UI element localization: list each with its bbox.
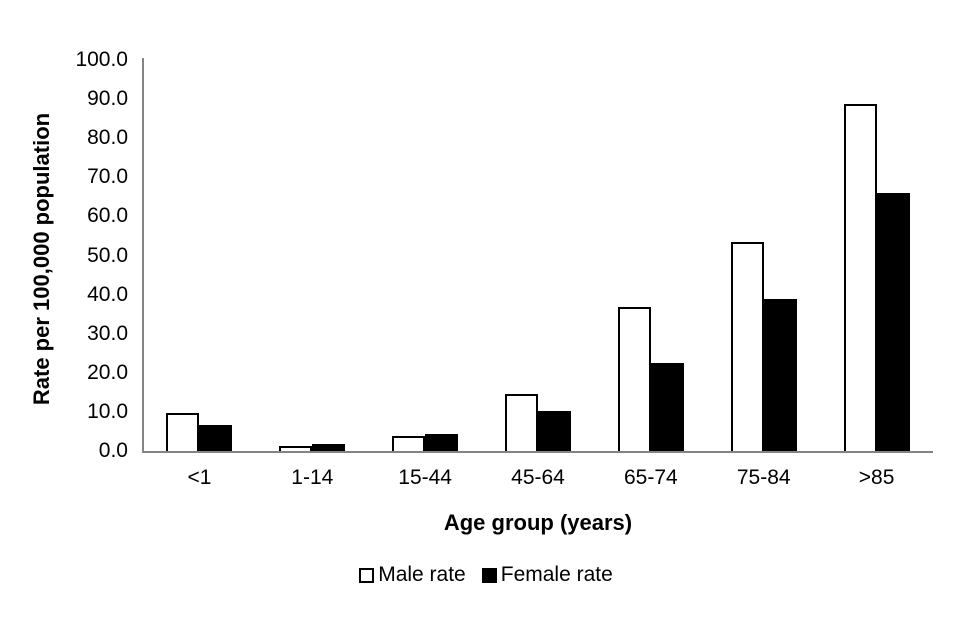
- bar-female-rate: [763, 298, 797, 451]
- y-tick-label: 30.0: [87, 321, 128, 345]
- legend-item-female-rate: Female rate: [481, 562, 613, 588]
- legend: Male rate Female rate: [0, 562, 960, 588]
- bar-female-rate: [199, 425, 233, 451]
- legend-item-male-rate: Male rate: [359, 562, 466, 588]
- x-tick-label: 75-84: [736, 466, 791, 489]
- bar-group: [369, 60, 482, 451]
- y-tick-label: 50.0: [87, 243, 128, 267]
- legend-label: Female rate: [500, 563, 613, 586]
- bar-male-rate: [843, 104, 877, 451]
- y-tick-label: 90.0: [87, 87, 128, 111]
- x-tick-label: 65-74: [624, 466, 678, 489]
- y-tick-label: 80.0: [87, 126, 128, 150]
- bar-male-rate: [617, 306, 651, 451]
- x-axis-tick-labels: <1 1-14 15-44 45-64 65-74 75-84 >85: [143, 465, 933, 491]
- bar-group: [594, 60, 707, 451]
- bar-female-rate: [312, 444, 346, 451]
- y-axis-line: [142, 58, 144, 453]
- bar-male-rate: [392, 435, 426, 451]
- x-tick-label: <1: [187, 466, 212, 489]
- y-tick-label: 70.0: [87, 165, 128, 189]
- legend-swatch-icon: [359, 567, 375, 583]
- bar-male-rate: [166, 412, 200, 451]
- bar-female-rate: [876, 192, 910, 451]
- bar-female-rate: [538, 410, 571, 451]
- bar-female-rate: [425, 433, 459, 451]
- bar-male-rate: [505, 393, 538, 451]
- x-tick-label: 45-64: [511, 466, 565, 489]
- x-axis-title: Age group (years): [443, 510, 633, 535]
- y-tick-label: 60.0: [87, 204, 128, 228]
- y-tick-label: 100.0: [75, 48, 128, 71]
- y-tick-label: 40.0: [87, 282, 128, 306]
- bar-group: [482, 60, 595, 451]
- x-tick-label: >85: [858, 466, 895, 489]
- plot-area: [143, 60, 933, 451]
- x-tick-label: 15-44: [398, 466, 452, 489]
- bar-male-rate: [279, 445, 313, 451]
- legend-label: Male rate: [378, 563, 466, 586]
- legend-swatch-icon: [481, 567, 497, 583]
- y-axis-tick-labels: 100.0 90.0 80.0 70.0 60.0 50.0 40.0 30.0 20.0 10.…: [0, 48, 128, 462]
- bar-female-rate: [650, 363, 684, 451]
- x-tick-label: 1-14: [291, 466, 334, 489]
- bar-group: [143, 60, 256, 451]
- bar-group: [256, 60, 369, 451]
- y-tick-label: 0.0: [98, 439, 128, 462]
- x-axis-line: [142, 451, 933, 453]
- bar-group: [820, 60, 933, 451]
- bar-group: [707, 60, 820, 451]
- y-tick-label: 20.0: [87, 360, 128, 384]
- bar-male-rate: [730, 242, 764, 451]
- y-tick-label: 10.0: [87, 399, 128, 423]
